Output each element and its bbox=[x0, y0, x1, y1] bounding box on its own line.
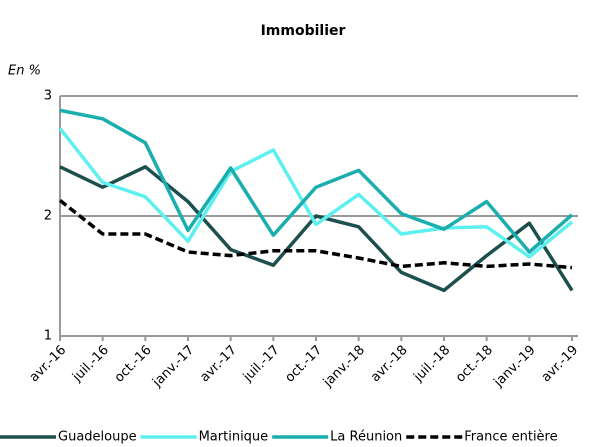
series-line bbox=[59, 108, 574, 254]
chart-title: Immobilier bbox=[261, 23, 346, 39]
legend-label: Martinique bbox=[199, 430, 269, 445]
y-axis-label: En % bbox=[8, 64, 41, 79]
x-tick-label: oct.-18 bbox=[453, 343, 496, 386]
x-tick-label: janv.-18 bbox=[320, 343, 368, 391]
x-tick-label: avr.-19 bbox=[539, 343, 582, 386]
x-tick-label: janv.-19 bbox=[491, 343, 539, 391]
x-tick-label: juil.-18 bbox=[411, 343, 454, 386]
legend-label: France entière bbox=[464, 430, 557, 445]
series-line bbox=[59, 165, 574, 293]
x-tick-label: oct.-16 bbox=[112, 343, 155, 386]
y-tick-label: 2 bbox=[44, 209, 52, 224]
series-line bbox=[58, 127, 574, 259]
x-tick-label: juil.-17 bbox=[240, 343, 283, 386]
legend-label: Guadeloupe bbox=[58, 430, 137, 445]
y-tick-label: 3 bbox=[44, 89, 52, 104]
x-tick-label: avr.-18 bbox=[368, 343, 411, 386]
x-tick-label: avr.-16 bbox=[27, 343, 70, 386]
series-line bbox=[58, 199, 573, 270]
legend-label: La Réunion bbox=[330, 430, 402, 445]
x-tick-label: juil.-16 bbox=[69, 343, 112, 386]
y-tick-label: 1 bbox=[44, 329, 52, 344]
x-tick-label: avr.-17 bbox=[197, 343, 240, 386]
x-tick-label: oct.-17 bbox=[282, 343, 325, 386]
x-tick-label: janv.-17 bbox=[149, 343, 197, 391]
